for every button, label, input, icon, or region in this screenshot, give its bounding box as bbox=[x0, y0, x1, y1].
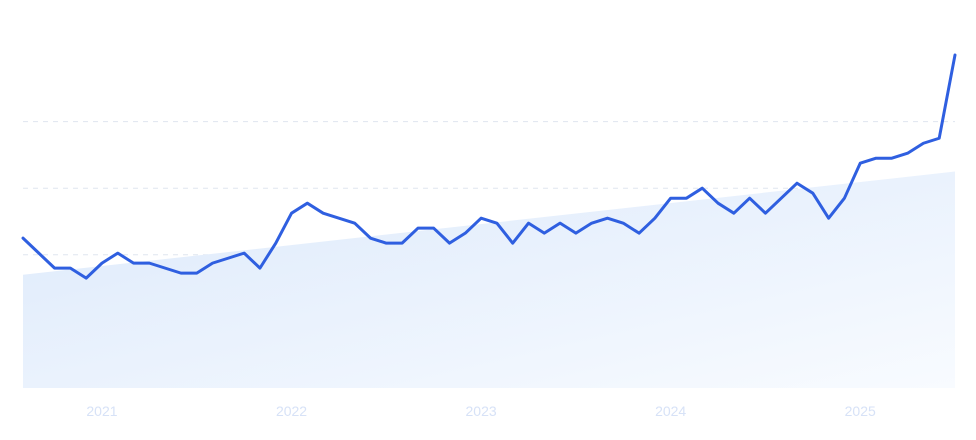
tick-layer: 2021 2022 2023 2024 2025 bbox=[86, 403, 876, 419]
series-line bbox=[21, 53, 957, 280]
x-tick-label-2025: 2025 bbox=[845, 403, 876, 419]
x-tick-label-2022: 2022 bbox=[276, 403, 307, 419]
x-tick-label-2023: 2023 bbox=[466, 403, 497, 419]
x-tick-label-2024: 2024 bbox=[655, 403, 686, 419]
series-layer bbox=[21, 53, 957, 280]
trend-layer bbox=[23, 171, 955, 388]
x-tick-label-2021: 2021 bbox=[86, 403, 117, 419]
trend-area bbox=[23, 171, 955, 388]
